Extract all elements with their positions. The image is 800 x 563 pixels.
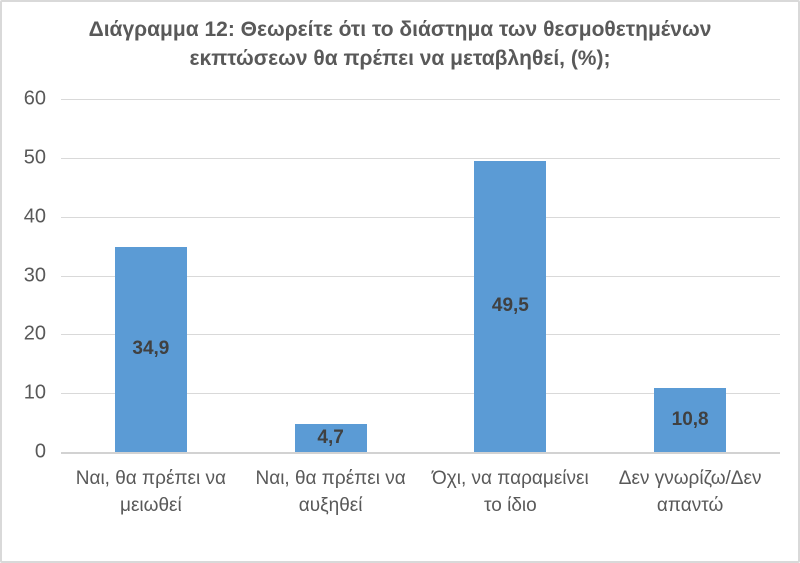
bar-value-label-2: 49,5 bbox=[491, 295, 529, 317]
bar-0: 34,9 bbox=[114, 246, 187, 452]
y-tick-label-40: 40 bbox=[23, 205, 46, 228]
bar-value-label-0: 34,9 bbox=[132, 338, 170, 360]
x-axis: Ναι, θα πρέπει να μειωθεί Ναι, θα πρέπει … bbox=[61, 466, 780, 520]
bar-2: 49,5 bbox=[474, 160, 547, 452]
x-category-label-3: Δεν γνωρίζω/Δεν απαντώ bbox=[618, 468, 762, 516]
gridline-30 bbox=[61, 275, 780, 277]
y-tick-label-0: 0 bbox=[34, 440, 46, 463]
y-tick-label-50: 50 bbox=[23, 146, 46, 169]
plot-area: 34,9 4,7 49,5 10,8 bbox=[61, 99, 780, 454]
y-tick-label-20: 20 bbox=[23, 322, 46, 345]
chart-title: Διάγραμμα 12: Θεωρείτε ότι το διάστημα τ… bbox=[2, 16, 798, 74]
gridline-50 bbox=[61, 157, 780, 159]
y-axis: 0 10 20 30 40 50 60 bbox=[2, 88, 52, 463]
bar-3: 10,8 bbox=[654, 388, 727, 452]
bar-value-label-1: 4,7 bbox=[317, 427, 344, 449]
gridline-40 bbox=[61, 216, 780, 218]
y-tick-label-30: 30 bbox=[23, 264, 46, 286]
gridline-20 bbox=[61, 334, 780, 336]
chart-title-text: Διάγραμμα 12: Θεωρείτε ότι το διάστημα τ… bbox=[88, 18, 712, 70]
y-tick-label-10: 10 bbox=[23, 381, 46, 404]
x-category-label-0: Ναι, θα πρέπει να μειωθεί bbox=[75, 468, 226, 516]
x-category-label-1: Ναι, θα πρέπει να αυξηθεί bbox=[255, 468, 406, 516]
x-category-label-2: Όχι, να παραμείνει το ίδιο bbox=[432, 468, 589, 516]
bar-1: 4,7 bbox=[294, 424, 367, 452]
bar-value-label-3: 10,8 bbox=[671, 409, 709, 431]
gridline-60 bbox=[61, 99, 780, 100]
y-tick-label-60: 60 bbox=[23, 87, 46, 110]
gridline-10 bbox=[61, 393, 780, 395]
